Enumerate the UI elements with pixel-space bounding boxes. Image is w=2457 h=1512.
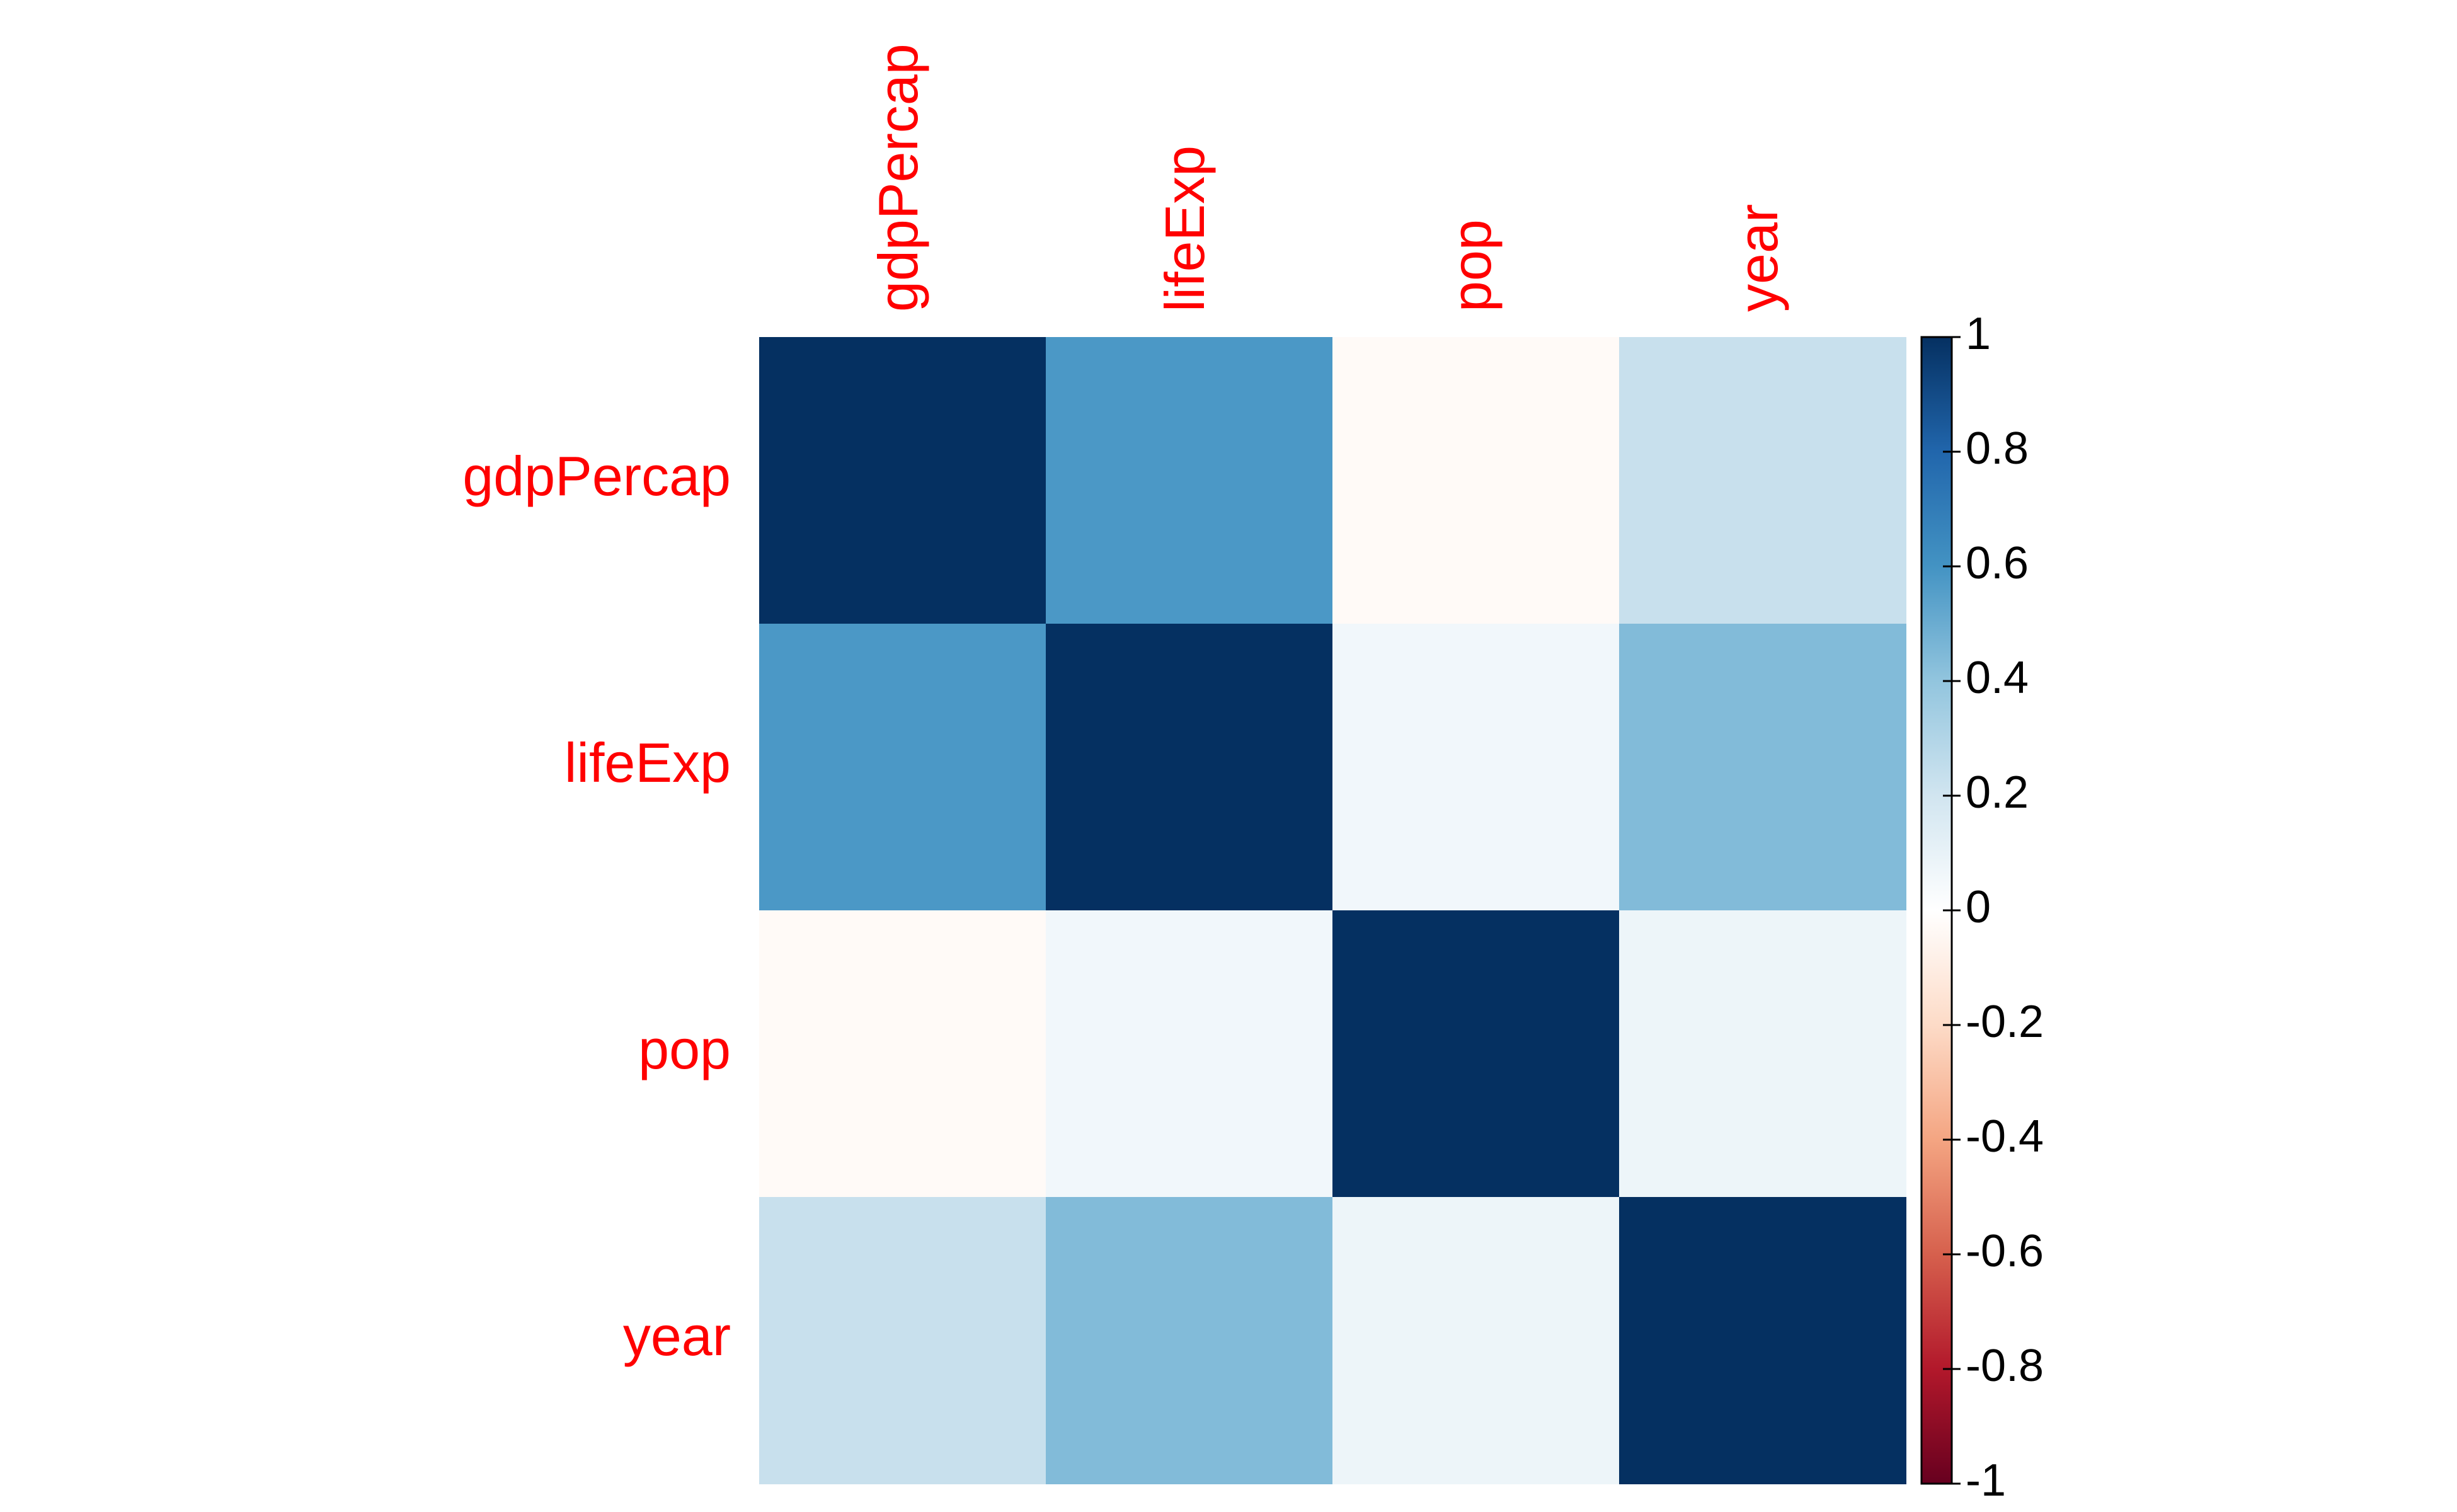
heatmap-cell-pop-lifeExp	[1046, 910, 1333, 1198]
heatmap-cell-year-gdpPercap	[759, 1197, 1046, 1484]
colorbar-tick-label: 0.8	[1966, 423, 2029, 474]
heatmap-cell-lifeExp-gdpPercap	[759, 624, 1046, 911]
colorbar-tick-label: -1	[1966, 1455, 2006, 1506]
row-label-gdpPercap: gdpPercap	[462, 445, 731, 507]
column-label-lifeExp: lifeExp	[1154, 146, 1216, 312]
heatmap-cell-gdpPercap-year	[1619, 337, 1906, 624]
heatmap-cell-lifeExp-lifeExp	[1046, 624, 1333, 911]
colorbar-tick-label: -0.6	[1966, 1226, 2044, 1276]
column-labels: gdpPercap lifeExp pop year	[867, 43, 1789, 312]
heatmap-cell-pop-gdpPercap	[759, 910, 1046, 1198]
colorbar-tick-label: -0.2	[1966, 997, 2044, 1047]
row-label-lifeExp: lifeExp	[564, 731, 731, 794]
row-label-year: year	[623, 1305, 731, 1367]
row-label-pop: pop	[638, 1018, 731, 1080]
heatmap-cell-lifeExp-pop	[1332, 624, 1620, 911]
heatmap-cell-year-year	[1619, 1197, 1906, 1484]
heatmap-cell-gdpPercap-gdpPercap	[759, 337, 1046, 624]
column-label-pop: pop	[1440, 219, 1503, 312]
column-label-year: year	[1727, 204, 1789, 312]
colorbar-tick-label: -0.8	[1966, 1341, 2044, 1391]
heatmap-cell-year-pop	[1332, 1197, 1620, 1484]
colorbar-tick-label: 0.2	[1966, 767, 2029, 818]
heatmap-cells	[759, 337, 1906, 1484]
colorbar-tick-label: 1	[1966, 309, 1991, 359]
heatmap-cell-pop-year	[1619, 910, 1906, 1198]
colorbar-tick-label: 0.4	[1966, 653, 2029, 703]
heatmap-cell-year-lifeExp	[1046, 1197, 1333, 1484]
heatmap-cell-gdpPercap-lifeExp	[1046, 337, 1333, 624]
colorbar-tick-label: 0.6	[1966, 538, 2029, 588]
column-label-gdpPercap: gdpPercap	[867, 43, 929, 312]
heatmap-cell-gdpPercap-pop	[1332, 337, 1620, 624]
heatmap-cell-lifeExp-year	[1619, 624, 1906, 911]
heatmap-cell-pop-pop	[1332, 910, 1620, 1198]
colorbar: 1 0.8 0.6 0.4 0.2 0 -0.2 -0.4 -0.6 -0.8 -1	[1920, 309, 2044, 1506]
colorbar-tick-label: 0	[1966, 882, 1991, 932]
colorbar-tick-label: -0.4	[1966, 1111, 2044, 1162]
row-labels: gdpPercap lifeExp pop year	[462, 445, 731, 1367]
